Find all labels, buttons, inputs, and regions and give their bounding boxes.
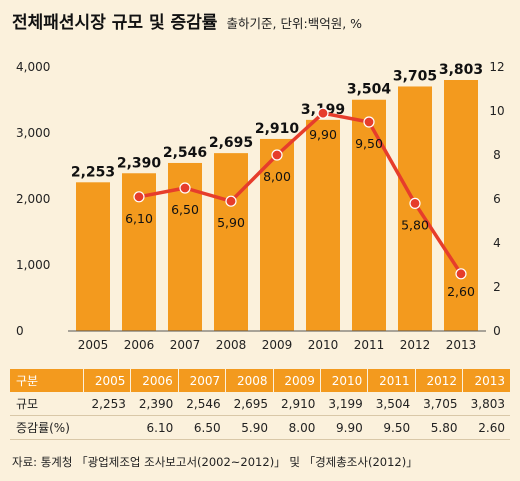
line-value-label: 8,00 (263, 169, 291, 184)
line-value-label: 2,60 (447, 284, 475, 299)
table-cell: 6.50 (178, 415, 226, 440)
table-cell: 3,705 (415, 392, 463, 416)
right-axis-tick-label: 4 (493, 236, 501, 250)
bar (444, 80, 478, 331)
table-cell: 규모 (10, 392, 84, 416)
bar-value-label: 2,910 (255, 121, 300, 137)
table-cell: 3,199 (320, 392, 368, 416)
table-header-cell: 구분 (10, 369, 84, 392)
table-cell: 2.60 (462, 415, 510, 440)
right-axis-tick-label: 12 (489, 60, 504, 74)
line-point (179, 182, 191, 194)
source-note: 자료: 통계청 「광업제조업 조사보고서(2002~2012)」 및 「경제총조… (12, 455, 418, 469)
data-table: 구분 2005 2006 2007 2008 2009 2010 2011 20… (10, 369, 510, 440)
bar (214, 153, 248, 331)
line-value-label: 9,90 (309, 127, 337, 142)
right-axis-tick-label: 0 (493, 324, 501, 338)
right-axis-tick-label: 6 (493, 192, 501, 206)
bar (352, 99, 386, 332)
table-row: 증감률(%) 6.10 6.50 5.90 8.00 9.90 9.50 5.8… (10, 415, 510, 440)
line-point (133, 191, 145, 203)
table-cell: 3,504 (367, 392, 416, 416)
x-axis-tick-label: 2011 (354, 338, 385, 352)
x-axis-tick-label: 2010 (308, 338, 339, 352)
line-value-label: 6,50 (171, 202, 199, 217)
line-point (455, 268, 467, 280)
table-header-cell: 2012 (414, 369, 463, 392)
table-header-cell: 2010 (319, 369, 368, 392)
table-cell: 5.80 (415, 415, 463, 440)
table-row: 규모 2,253 2,390 2,546 2,695 2,910 3,199 3… (10, 392, 510, 416)
x-axis-tick-label: 2007 (170, 338, 201, 352)
bar (76, 182, 110, 331)
table-cell: 6.10 (130, 415, 179, 440)
table-header-cell: 2009 (272, 369, 321, 392)
table-header-row: 구분 2005 2006 2007 2008 2009 2010 2011 20… (10, 369, 510, 392)
left-axis-tick-label: 0 (16, 324, 24, 338)
table-cell: 5.90 (225, 415, 273, 440)
line-point (271, 149, 283, 161)
table-header-cell: 2007 (177, 369, 226, 392)
table-header-cell: 2008 (225, 369, 273, 392)
table-header-cell: 2011 (367, 369, 416, 392)
bar-value-label: 3,803 (439, 62, 483, 78)
left-axis-tick-label: 1,000 (16, 258, 50, 272)
x-axis-tick-label: 2012 (400, 338, 431, 352)
left-axis-tick-label: 2,000 (16, 192, 50, 206)
table-header-cell: 2006 (130, 369, 179, 392)
bar-value-label: 2,546 (163, 145, 207, 161)
bar-value-label: 3,504 (347, 82, 392, 98)
table-cell: 증감률(%) (10, 415, 84, 440)
right-axis-tick-label: 10 (489, 104, 504, 118)
x-axis-tick-label: 2009 (262, 338, 293, 352)
chart: 0 1,000 2,000 3,000 4,000 0 2 4 6 8 10 12 2005 2006 20… (16, 60, 505, 352)
table-cell: 2,390 (130, 392, 179, 416)
bar (306, 119, 340, 331)
chart-title: 전체패션시장 규모 및 증감률 (12, 13, 218, 33)
table-cell: 3,803 (462, 392, 510, 416)
bar-value-label: 2,253 (71, 164, 115, 180)
bar (260, 138, 294, 331)
left-axis-tick-label: 4,000 (16, 60, 50, 74)
table-cell: 2,910 (273, 392, 321, 416)
line-value-label: 6,10 (125, 211, 153, 226)
table-cell: 2,546 (178, 392, 226, 416)
line-value-label: 9,50 (355, 136, 383, 151)
line-point (317, 107, 329, 119)
x-axis-tick-label: 2008 (216, 338, 247, 352)
line-value-label: 5,80 (401, 217, 429, 232)
x-axis-tick-label: 2013 (446, 338, 477, 352)
table-cell: 2,253 (83, 392, 131, 416)
x-axis-tick-label: 2005 (78, 338, 109, 352)
right-axis-tick-label: 2 (493, 280, 501, 294)
line-value-label: 5,90 (217, 215, 245, 230)
growth-rate-line (138, 111, 463, 275)
chart-subtitle: 출하기준, 단위:백억원, % (226, 16, 363, 31)
bar-value-label: 2,695 (209, 135, 253, 151)
table-cell (83, 415, 131, 440)
table-cell: 9.50 (367, 415, 416, 440)
right-axis-tick-label: 8 (493, 148, 501, 162)
table-header-cell: 2005 (82, 369, 131, 392)
table-header-cell: 2013 (462, 369, 510, 392)
title-row: 전체패션시장 규모 및 증감률 출하기준, 단위:백억원, % (12, 8, 362, 33)
bar-value-label: 2,390 (117, 155, 162, 171)
x-axis-tick-label: 2006 (124, 338, 155, 352)
bar-value-label: 3,705 (393, 68, 437, 84)
table-cell: 8.00 (273, 415, 321, 440)
table-cell: 2,695 (225, 392, 273, 416)
table-cell: 9.90 (320, 415, 368, 440)
left-axis-tick-label: 3,000 (16, 126, 50, 140)
line-point (409, 197, 421, 209)
line-point (225, 195, 237, 207)
line-point (363, 116, 375, 128)
